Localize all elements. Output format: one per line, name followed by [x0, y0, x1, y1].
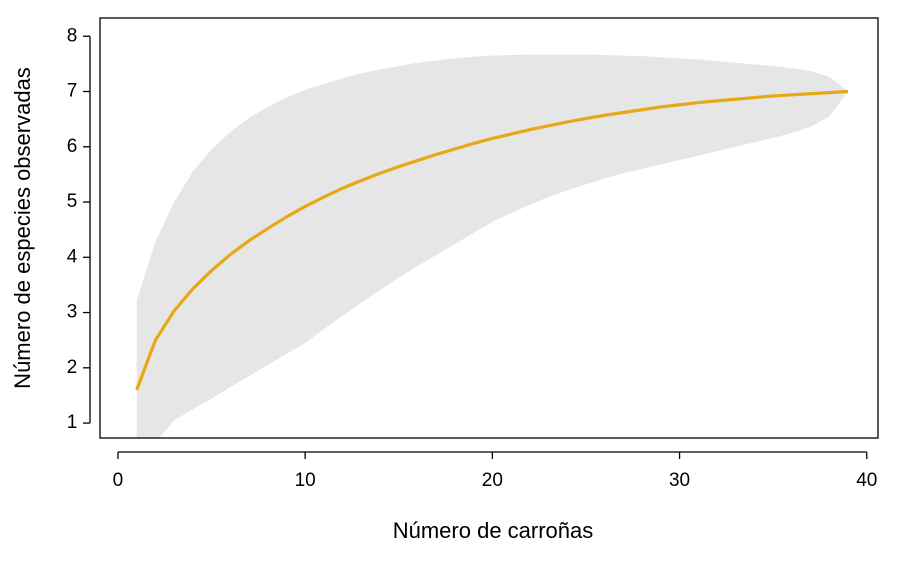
confidence-band — [136, 54, 849, 438]
plot-frame — [99, 17, 879, 439]
x-tick-label: 40 — [856, 470, 877, 491]
y-tick-label: 6 — [67, 136, 78, 157]
mean-curve — [135, 89, 849, 391]
x-tick-label: 20 — [482, 470, 503, 491]
y-tick-label: 3 — [67, 302, 78, 323]
x-tick-label: 30 — [669, 470, 690, 491]
y-tick-label: 7 — [67, 81, 78, 102]
x-tick-label: 0 — [113, 470, 124, 491]
x-tick-label: 10 — [295, 470, 316, 491]
y-tick-label: 8 — [67, 25, 78, 46]
x-axis-label: Número de carroñas — [393, 518, 594, 543]
y-axis-label: Número de especies observadas — [10, 67, 35, 389]
y-tick-label: 4 — [67, 246, 78, 267]
plot-area — [135, 54, 849, 438]
y-tick-label: 2 — [67, 357, 78, 378]
y-tick-label: 5 — [67, 191, 78, 212]
y-tick-label: 1 — [67, 412, 78, 433]
